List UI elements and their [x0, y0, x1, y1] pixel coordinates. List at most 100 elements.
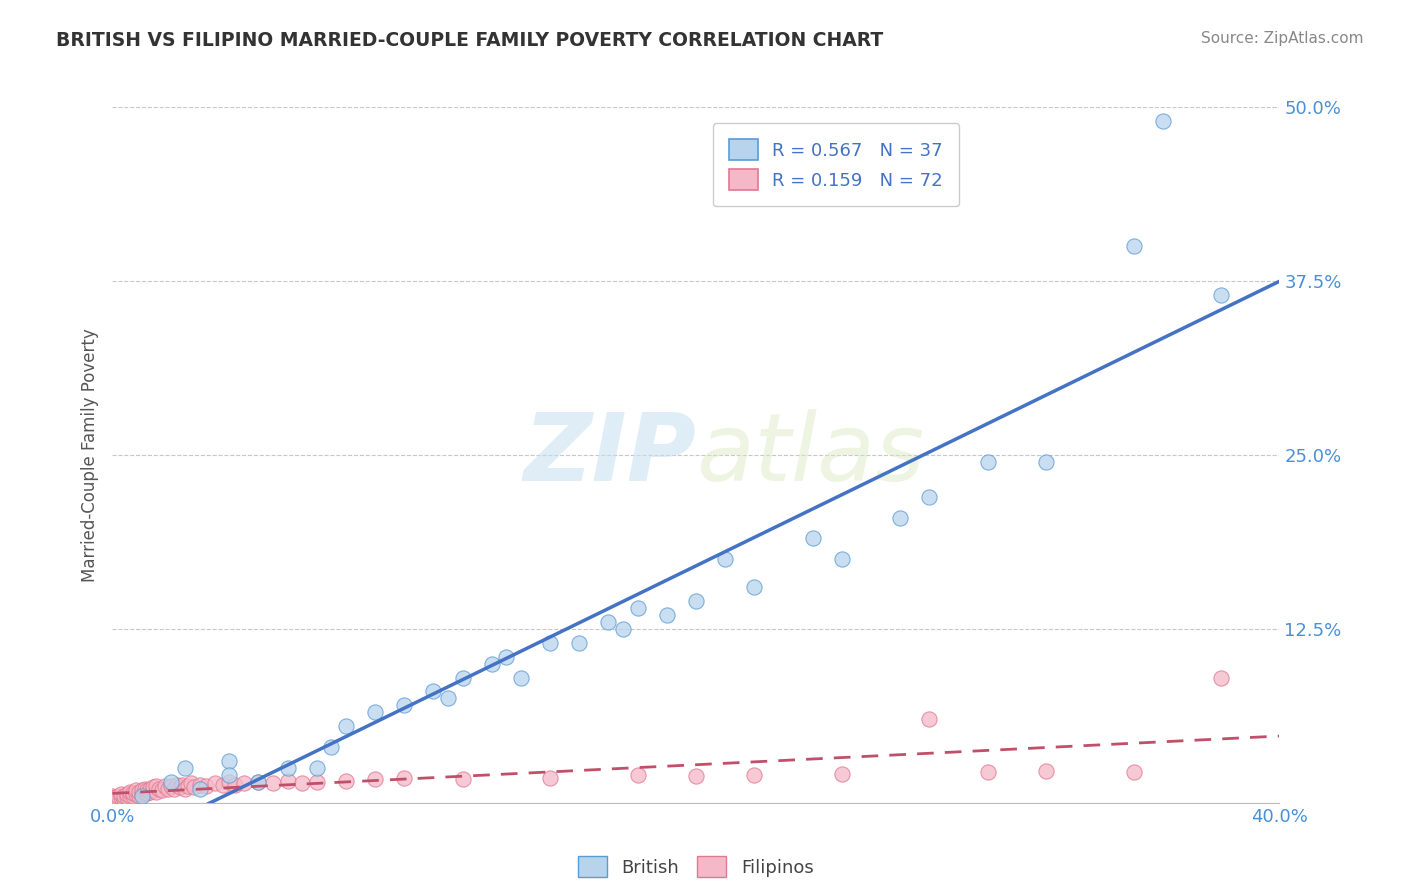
- Point: [172, 778, 194, 792]
- Point: [118, 789, 141, 803]
- Point: [1209, 288, 1232, 302]
- Point: [104, 790, 127, 805]
- Point: [110, 788, 132, 802]
- Point: [451, 671, 474, 685]
- Point: [134, 781, 156, 796]
- Point: [118, 785, 141, 799]
- Point: [131, 788, 153, 802]
- Point: [714, 552, 737, 566]
- Point: [232, 776, 254, 790]
- Point: [112, 789, 135, 803]
- Point: [128, 785, 150, 799]
- Point: [612, 622, 634, 636]
- Point: [291, 776, 314, 790]
- Point: [174, 761, 197, 775]
- Point: [918, 490, 941, 504]
- Point: [134, 786, 156, 800]
- Point: [1122, 239, 1144, 253]
- Point: [188, 778, 211, 792]
- Point: [626, 768, 648, 782]
- Point: [115, 788, 138, 802]
- Point: [166, 778, 188, 792]
- Point: [437, 691, 460, 706]
- Point: [218, 754, 240, 768]
- Point: [136, 786, 159, 800]
- Point: [110, 790, 132, 805]
- Point: [364, 772, 387, 786]
- Point: [276, 773, 298, 788]
- Point: [204, 776, 226, 790]
- Point: [160, 779, 183, 793]
- Point: [1122, 765, 1144, 780]
- Point: [169, 780, 191, 795]
- Point: [685, 594, 707, 608]
- Point: [148, 781, 170, 796]
- Point: [101, 793, 124, 807]
- Point: [125, 783, 148, 797]
- Point: [153, 779, 176, 793]
- Point: [1209, 671, 1232, 685]
- Point: [451, 772, 474, 786]
- Point: [335, 773, 357, 788]
- Point: [107, 791, 129, 805]
- Point: [626, 601, 648, 615]
- Point: [107, 789, 129, 803]
- Text: atlas: atlas: [696, 409, 924, 500]
- Point: [422, 684, 444, 698]
- Point: [122, 789, 145, 803]
- Point: [142, 783, 165, 797]
- Point: [131, 789, 153, 803]
- Point: [145, 779, 167, 793]
- Point: [335, 719, 357, 733]
- Point: [218, 775, 240, 789]
- Point: [305, 761, 328, 775]
- Point: [188, 781, 211, 796]
- Point: [918, 712, 941, 726]
- Point: [115, 790, 138, 805]
- Text: BRITISH VS FILIPINO MARRIED-COUPLE FAMILY POVERTY CORRELATION CHART: BRITISH VS FILIPINO MARRIED-COUPLE FAMIL…: [56, 31, 883, 50]
- Point: [247, 775, 270, 789]
- Point: [139, 781, 162, 796]
- Point: [538, 771, 561, 785]
- Point: [194, 779, 217, 793]
- Point: [101, 791, 124, 805]
- Legend: British, Filipinos: British, Filipinos: [571, 849, 821, 884]
- Point: [150, 783, 173, 797]
- Point: [392, 771, 416, 785]
- Point: [139, 785, 162, 799]
- Point: [495, 649, 517, 664]
- Point: [112, 791, 135, 805]
- Point: [180, 776, 202, 790]
- Point: [742, 580, 765, 594]
- Point: [156, 781, 179, 796]
- Point: [976, 765, 998, 780]
- Point: [831, 552, 853, 566]
- Point: [145, 785, 167, 799]
- Point: [177, 779, 200, 793]
- Point: [276, 761, 298, 775]
- Point: [1035, 764, 1057, 778]
- Point: [509, 671, 531, 685]
- Point: [122, 786, 145, 800]
- Point: [142, 780, 165, 795]
- Point: [163, 781, 186, 796]
- Point: [247, 775, 270, 789]
- Text: ZIP: ZIP: [523, 409, 696, 501]
- Point: [392, 698, 416, 713]
- Point: [218, 768, 240, 782]
- Point: [174, 781, 197, 796]
- Point: [212, 778, 235, 792]
- Point: [538, 636, 561, 650]
- Point: [1035, 455, 1057, 469]
- Point: [101, 789, 124, 803]
- Point: [831, 766, 853, 780]
- Point: [976, 455, 998, 469]
- Text: Source: ZipAtlas.com: Source: ZipAtlas.com: [1201, 31, 1364, 46]
- Point: [364, 706, 387, 720]
- Point: [224, 778, 246, 792]
- Point: [104, 793, 127, 807]
- Point: [685, 769, 707, 783]
- Y-axis label: Married-Couple Family Poverty: Married-Couple Family Poverty: [80, 328, 98, 582]
- Point: [131, 783, 153, 797]
- Point: [655, 607, 678, 622]
